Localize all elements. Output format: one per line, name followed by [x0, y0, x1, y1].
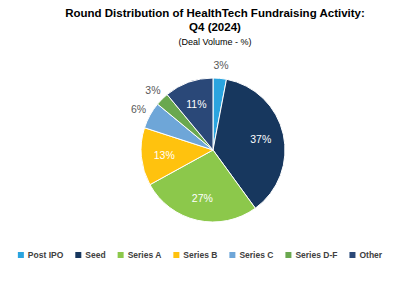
legend-swatch [173, 252, 179, 258]
legend-swatch [75, 252, 81, 258]
data-label: 37% [250, 133, 271, 145]
legend-swatch [118, 252, 124, 258]
subtitle: (Deal Volume - %) [178, 37, 251, 47]
data-label: 13% [154, 149, 175, 161]
legend-item: Series D-F [285, 250, 337, 260]
legend-swatch [349, 252, 355, 258]
legend: Post IPO Seed Series A Series B Series C Seri… [18, 250, 383, 260]
legend-item: Other [349, 250, 382, 260]
legend-label: Series D-F [295, 250, 337, 260]
title-line: Q4 (2024) [189, 21, 241, 33]
data-label: 11% [186, 98, 206, 110]
legend-label: Post IPO [28, 250, 64, 260]
page: {"chart_data": {"type": "pie", "title": … [0, 0, 400, 286]
legend-label: Series B [183, 250, 217, 260]
chart-svg: Round Distribution of HealthTech Fundrai… [0, 0, 400, 286]
legend-label: Seed [85, 250, 105, 260]
legend-item: Series A [118, 250, 162, 260]
legend-item: Series C [229, 250, 273, 260]
data-label: 27% [192, 192, 213, 204]
pie [141, 78, 285, 222]
legend-label: Series C [239, 250, 273, 260]
legend-item: Series B [173, 250, 217, 260]
legend-item: Post IPO [18, 250, 64, 260]
data-label: 6% [131, 103, 146, 115]
legend-label: Series A [128, 250, 162, 260]
title: Round Distribution of HealthTech Fundrai… [65, 7, 365, 33]
legend-swatch [18, 252, 24, 258]
data-label: 3% [213, 59, 228, 71]
legend-swatch [285, 252, 291, 258]
legend-item: Seed [75, 250, 105, 260]
legend-swatch [229, 252, 235, 258]
title-line: Round Distribution of HealthTech Fundrai… [65, 7, 365, 19]
chart-container: Round Distribution of HealthTech Fundrai… [0, 0, 400, 286]
pie-slice [167, 78, 213, 150]
data-labels: 3% 37% 27% 13% 6% 3% 11% [131, 59, 271, 203]
data-label: 3% [145, 84, 160, 96]
legend-label: Other [359, 250, 382, 260]
